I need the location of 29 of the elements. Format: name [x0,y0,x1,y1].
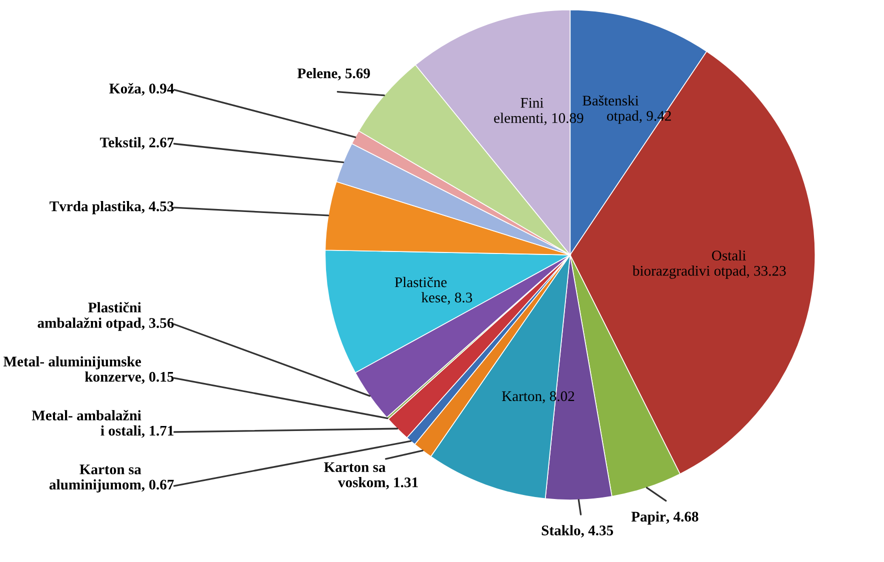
data-label: , 1.71 [142,426,174,438]
slice-label: Koža [109,83,142,94]
slice-label: Ostali biorazgradivi otpad [632,250,746,279]
slice-label: Tekstil [100,137,142,148]
slice-label: Staklo [542,525,580,536]
slice-label: Tvrda plastika [50,200,142,214]
slice-label: Metal- ambalažni i ostali [32,410,142,436]
data-label: , 0.15 [142,372,174,384]
data-label: , 33.23 [746,266,786,278]
slice-label: Plastični ambalažni otpad [38,302,142,331]
slice-label: Plastične kese [394,276,447,302]
slice-label: Karton sa voskom [324,462,386,488]
slice-label: Metal- aluminijumske konzerve [3,356,141,382]
slice-label: Fini elementi [494,98,544,123]
data-label: , 8.3 [448,292,472,305]
data-label: , 1.31 [386,478,418,490]
data-label: , 2.67 [142,138,174,150]
data-label: , 4.68 [666,512,698,524]
slice-label: Pelene [297,68,338,78]
data-label: , 5.69 [338,68,370,80]
data-label: , 4.53 [142,201,174,214]
slice-label: Karton [502,391,542,402]
slice-label: Papir [631,511,666,525]
data-label: , 4.35 [580,526,614,538]
slice-label: Karton sa aluminijumom [49,464,142,493]
data-label: , 0.94 [142,84,174,96]
data-label: , 0.67 [142,480,174,492]
data-label: , 3.56 [142,318,174,330]
slice-label: Baštenski otpad [582,95,639,124]
